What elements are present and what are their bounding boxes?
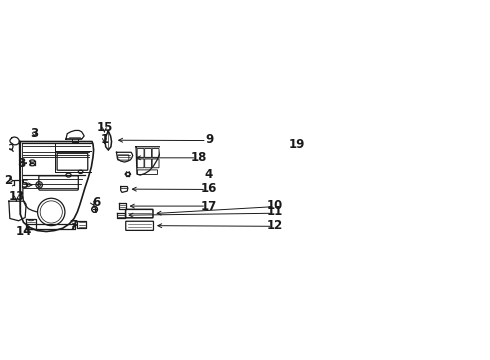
Text: 13: 13	[8, 190, 24, 203]
Text: 17: 17	[200, 199, 217, 213]
Text: 1: 1	[100, 133, 108, 146]
Text: 2: 2	[4, 174, 12, 187]
Text: 18: 18	[191, 151, 207, 164]
Text: 16: 16	[200, 182, 217, 195]
Text: 6: 6	[92, 196, 100, 209]
Text: 11: 11	[267, 206, 283, 219]
Text: 8: 8	[17, 157, 25, 170]
Text: 14: 14	[16, 225, 32, 238]
Text: 9: 9	[205, 133, 214, 146]
Text: 12: 12	[267, 219, 283, 231]
Text: 7: 7	[69, 219, 77, 231]
Text: 4: 4	[205, 168, 213, 181]
Text: 5: 5	[20, 179, 28, 192]
Text: 19: 19	[289, 138, 305, 151]
Text: 10: 10	[267, 199, 283, 212]
Text: 3: 3	[30, 127, 38, 140]
Text: 15: 15	[96, 121, 113, 134]
